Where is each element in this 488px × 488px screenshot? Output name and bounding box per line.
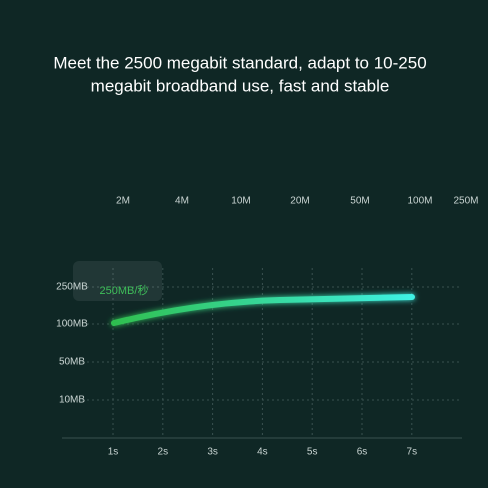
x-label: 4s [257, 447, 268, 458]
scale-label: 250M [453, 196, 478, 207]
y-label: 100MB [56, 319, 88, 330]
scale-label: 100M [407, 196, 432, 207]
x-label: 1s [108, 447, 119, 458]
scale-label: 10M [231, 196, 250, 207]
y-label: 10MB [59, 395, 85, 406]
headline-line: Meet the 2500 megabit standard, adapt to… [53, 53, 426, 72]
speed-curve [111, 294, 415, 326]
x-label: 7s [407, 447, 418, 458]
badge-text: 250MB/秒 [100, 283, 149, 297]
scale-label: 4M [175, 196, 189, 207]
headline-line: megabit broadband use, fast and stable [91, 76, 390, 95]
chart: 250MB/秒 250MB 100MB 50MB 10MB 1s 2s 3s 4s 5s 6s 7s [56, 261, 462, 458]
y-label: 50MB [59, 357, 85, 368]
scale-label: 2M [116, 196, 130, 207]
scale-label: 20M [290, 196, 309, 207]
x-label: 3s [207, 447, 218, 458]
x-label: 5s [307, 447, 318, 458]
badge [73, 261, 162, 301]
x-label: 6s [357, 447, 368, 458]
scale-label: 50M [350, 196, 369, 207]
x-label: 2s [158, 447, 169, 458]
speed-scale: 2M 4M 10M 20M 50M 100M 250M [116, 196, 478, 207]
y-label: 250MB [56, 282, 88, 293]
